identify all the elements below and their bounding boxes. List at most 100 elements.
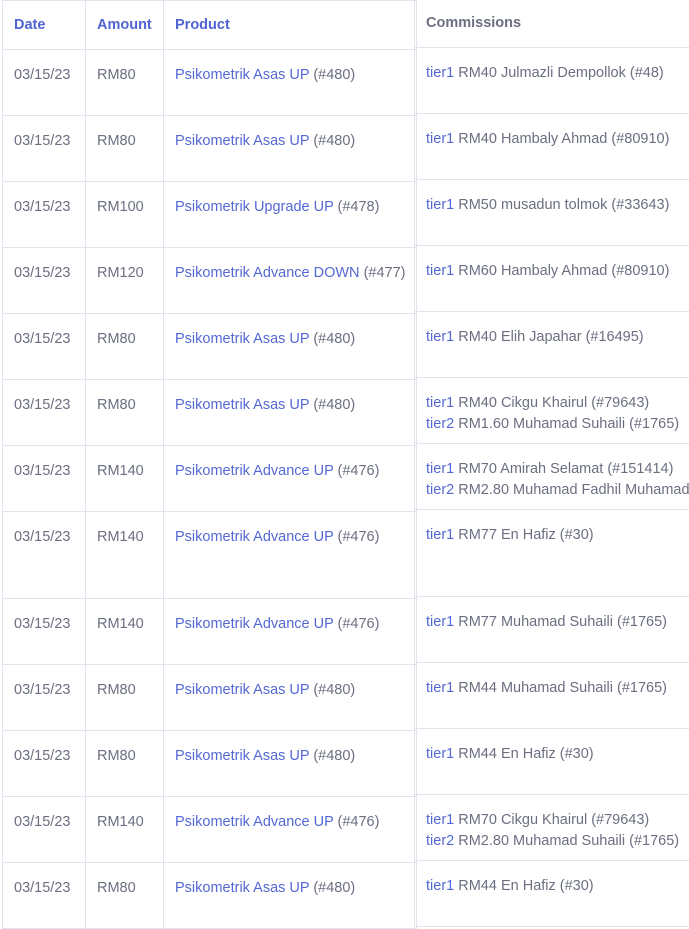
commissions-cell: tier1 RM44 En Hafiz (#30) [415, 861, 689, 927]
amount-cell: RM80 [86, 731, 164, 797]
product-id: (#476) [338, 529, 380, 545]
product-link[interactable]: Psikometrik Asas UP [175, 331, 309, 347]
commissions-cell: tier1 RM40 Cikgu Khairul (#79643) tier2 R… [415, 378, 689, 444]
commission-line: tier2 RM2.80 Muhamad Suhaili (#1765) [426, 831, 689, 852]
tier-link[interactable]: tier1 [426, 395, 454, 411]
tier-link[interactable]: tier1 [426, 680, 454, 696]
commission-text: RM77 En Hafiz (#30) [458, 527, 593, 543]
amount-cell: RM120 [86, 248, 164, 314]
product-link[interactable]: Psikometrik Asas UP [175, 682, 309, 698]
product-cell: Psikometrik Advance UP (#476) [164, 512, 417, 599]
product-cell: Psikometrik Advance DOWN (#477) [164, 248, 417, 314]
commission-line: tier1 RM77 En Hafiz (#30) [426, 525, 689, 546]
commission-text: RM40 Hambaly Ahmad (#80910) [458, 131, 669, 147]
commission-line: tier1 RM70 Cikgu Khairul (#79643) [426, 810, 689, 831]
tier-link[interactable]: tier1 [426, 197, 454, 213]
product-cell: Psikometrik Asas UP (#480) [164, 314, 417, 380]
commissions-cell: tier1 RM60 Hambaly Ahmad (#80910) [415, 246, 689, 312]
product-cell: Psikometrik Asas UP (#480) [164, 50, 417, 116]
commission-line: tier1 RM40 Hambaly Ahmad (#80910) [426, 129, 689, 150]
commission-line: tier1 RM44 Muhamad Suhaili (#1765) [426, 678, 689, 699]
commissions-cell: tier1 RM44 En Hafiz (#30) [415, 729, 689, 795]
product-link[interactable]: Psikometrik Asas UP [175, 133, 309, 149]
table-row: tier1 RM44 En Hafiz (#30) [415, 861, 689, 927]
product-cell: Psikometrik Asas UP (#480) [164, 863, 417, 929]
tier-link[interactable]: tier2 [426, 833, 454, 849]
product-cell: Psikometrik Asas UP (#480) [164, 116, 417, 182]
product-link[interactable]: Psikometrik Asas UP [175, 397, 309, 413]
product-id: (#480) [313, 133, 355, 149]
table-row: tier1 RM40 Julmazli Dempollok (#48) [415, 48, 689, 114]
product-link[interactable]: Psikometrik Asas UP [175, 880, 309, 896]
date-cell: 03/15/23 [3, 731, 86, 797]
amount-cell: RM80 [86, 380, 164, 446]
amount-cell: RM140 [86, 797, 164, 863]
product-id: (#480) [313, 748, 355, 764]
amount-cell: RM80 [86, 665, 164, 731]
commissions-cell: tier1 RM40 Elih Japahar (#16495) [415, 312, 689, 378]
product-cell: Psikometrik Advance UP (#476) [164, 797, 417, 863]
date-cell: 03/15/23 [3, 665, 86, 731]
tier-link[interactable]: tier1 [426, 878, 454, 894]
commission-text: RM44 Muhamad Suhaili (#1765) [458, 680, 667, 696]
product-cell: Psikometrik Advance UP (#476) [164, 446, 417, 512]
table-row: tier1 RM40 Cikgu Khairul (#79643) tier2 R… [415, 378, 689, 444]
product-cell: Psikometrik Asas UP (#480) [164, 380, 417, 446]
table-row: tier1 RM70 Amirah Selamat (#151414)tier2… [415, 444, 689, 510]
commission-line: tier1 RM40 Cikgu Khairul (#79643) [426, 393, 689, 414]
product-link[interactable]: Psikometrik Asas UP [175, 748, 309, 764]
amount-cell: RM140 [86, 446, 164, 512]
tier-link[interactable]: tier1 [426, 812, 454, 828]
product-link[interactable]: Psikometrik Advance DOWN [175, 265, 360, 281]
tier-link[interactable]: tier2 [426, 482, 454, 498]
tier-link[interactable]: tier1 [426, 527, 454, 543]
tier-link[interactable]: tier2 [426, 416, 454, 432]
tier-link[interactable]: tier1 [426, 461, 454, 477]
product-cell: Psikometrik Advance UP (#476) [164, 599, 417, 665]
date-cell: 03/15/23 [3, 446, 86, 512]
product-link[interactable]: Psikometrik Upgrade UP [175, 199, 334, 215]
header-amount[interactable]: Amount [86, 1, 164, 50]
product-link[interactable]: Psikometrik Advance UP [175, 529, 334, 545]
table-row: tier1 RM44 En Hafiz (#30) [415, 729, 689, 795]
product-id: (#480) [313, 397, 355, 413]
tier-link[interactable]: tier1 [426, 65, 454, 81]
tier-link[interactable]: tier1 [426, 614, 454, 630]
commission-text: RM40 Cikgu Khairul (#79643) [458, 395, 649, 411]
tier-link[interactable]: tier1 [426, 131, 454, 147]
product-id: (#480) [313, 67, 355, 83]
commission-text: RM2.80 Muhamad Fadhil Muhamad [458, 482, 689, 498]
commissions-cell: tier1 RM44 Muhamad Suhaili (#1765) [415, 663, 689, 729]
tier-link[interactable]: tier1 [426, 329, 454, 345]
product-link[interactable]: Psikometrik Advance UP [175, 814, 334, 830]
tier-link[interactable]: tier1 [426, 263, 454, 279]
product-id: (#476) [338, 814, 380, 830]
date-cell: 03/15/23 [3, 50, 86, 116]
commission-text: RM40 Elih Japahar (#16495) [458, 329, 643, 345]
product-link[interactable]: Psikometrik Advance UP [175, 463, 334, 479]
product-link[interactable]: Psikometrik Advance UP [175, 616, 334, 632]
amount-cell: RM80 [86, 314, 164, 380]
header-date[interactable]: Date [3, 1, 86, 50]
header-product[interactable]: Product [164, 1, 417, 50]
date-cell: 03/15/23 [3, 380, 86, 446]
commissions-cell: tier1 RM77 En Hafiz (#30) [415, 510, 689, 597]
table-row: tier1 RM77 En Hafiz (#30) [415, 510, 689, 597]
amount-cell: RM80 [86, 863, 164, 929]
tier-link[interactable]: tier1 [426, 746, 454, 762]
product-cell: Psikometrik Asas UP (#480) [164, 731, 417, 797]
product-link[interactable]: Psikometrik Asas UP [175, 67, 309, 83]
product-id: (#480) [313, 682, 355, 698]
date-cell: 03/15/23 [3, 797, 86, 863]
amount-cell: RM140 [86, 599, 164, 665]
table-row: tier1 RM40 Hambaly Ahmad (#80910) [415, 114, 689, 180]
date-cell: 03/15/23 [3, 248, 86, 314]
